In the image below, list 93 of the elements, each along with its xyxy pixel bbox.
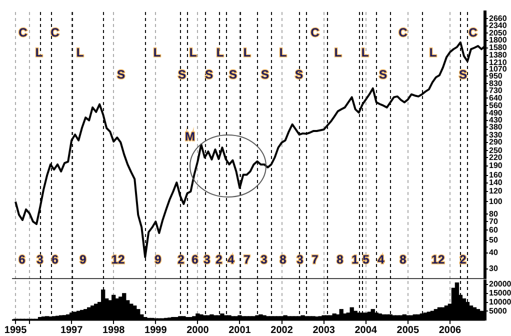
- y-tick-label: 950: [489, 71, 503, 80]
- annotation: S: [378, 67, 388, 82]
- y-tick-label: 560: [489, 100, 503, 110]
- annotation: C: [398, 25, 408, 40]
- annotation: L: [189, 45, 197, 60]
- y-tick-label: 380: [489, 122, 503, 132]
- x-tick-label: 1999: [144, 324, 168, 336]
- x-tick-label: 1995: [4, 324, 28, 336]
- x-tick-label: 2000: [186, 324, 210, 336]
- y-tick-label: 60: [489, 225, 498, 234]
- annotation: 6: [18, 252, 26, 266]
- annotation: L: [76, 45, 84, 60]
- annotation: L: [216, 45, 224, 60]
- y-tick-label: 1380: [489, 50, 508, 60]
- y-tick-label: 30: [489, 264, 498, 274]
- annotation: S: [294, 67, 304, 82]
- y-tick-label: 140: [489, 178, 503, 188]
- y-tick-label: 40: [489, 248, 498, 257]
- annotation: S: [458, 67, 468, 82]
- annotation: 2: [460, 252, 467, 266]
- y-tick-label: 100: [489, 196, 503, 206]
- annotation: C: [18, 25, 28, 40]
- y-tick-label: 290: [489, 138, 503, 147]
- x-tick-label: 2006: [438, 324, 462, 336]
- y-tick-label: 2660: [489, 14, 508, 23]
- annotation: 3: [260, 252, 268, 266]
- annotation: S: [178, 67, 186, 82]
- x-tick-label: 1997: [60, 324, 84, 336]
- annotation: C: [50, 25, 60, 40]
- annotation: L: [361, 45, 369, 60]
- y-tick-label: 830: [489, 78, 503, 88]
- y-tick-label: 330: [489, 130, 503, 140]
- annotation: 2: [178, 252, 185, 266]
- annotation: 6: [52, 252, 59, 266]
- annotation: 12: [111, 252, 125, 266]
- y-tick-label: 730: [489, 86, 503, 96]
- y-tick-label: 640: [489, 93, 503, 102]
- annotation: 7: [312, 252, 319, 266]
- annotation: C: [310, 25, 320, 40]
- annotation: L: [35, 45, 43, 60]
- y-tick-label: 1800: [489, 36, 508, 45]
- y-tick-label: 15000: [489, 288, 511, 298]
- y-tick-label: 20000: [489, 280, 511, 289]
- y-tick-label: 120: [489, 186, 503, 196]
- annotation: C: [468, 25, 478, 40]
- annotation: 3: [296, 252, 304, 266]
- annotation: S: [228, 67, 238, 82]
- x-tick-label: 2002: [270, 324, 294, 336]
- annotation: L: [279, 45, 287, 60]
- x-tick-label: 1998: [102, 324, 126, 336]
- annotation: 5: [362, 252, 370, 266]
- y-tick-label: 490: [489, 108, 503, 118]
- annotation: 8: [336, 252, 344, 266]
- y-tick-label: 10000: [489, 297, 511, 306]
- y-tick-label: 250: [489, 146, 503, 155]
- y-tick-label: 50: [489, 236, 498, 245]
- y-tick-label: 1070: [489, 64, 508, 74]
- annotation: 7: [244, 252, 251, 266]
- y-tick-label: 70: [489, 216, 498, 226]
- y-tick-label: 220: [489, 152, 503, 162]
- annotation: 6: [192, 252, 199, 266]
- annotation: L: [243, 45, 251, 60]
- y-tick-label: 5000: [489, 306, 508, 316]
- annotation: 4: [378, 252, 385, 266]
- annotation: M: [185, 129, 195, 144]
- annotation: 12: [431, 252, 445, 266]
- y-tick-label: 2340: [489, 21, 508, 30]
- annotation: 2: [216, 252, 223, 266]
- y-tick-label: 190: [489, 161, 503, 170]
- annotation: 3: [36, 252, 44, 266]
- x-tick-label: 2005: [396, 324, 420, 336]
- annotation: S: [116, 67, 126, 82]
- x-tick-label: 2004: [354, 324, 378, 336]
- y-tick-label: 1210: [489, 58, 508, 67]
- y-tick-label: 430: [489, 116, 503, 125]
- y-tick-label: 160: [489, 170, 503, 180]
- annotation: 1: [352, 252, 359, 266]
- x-tick-label: 2001: [228, 324, 252, 336]
- x-tick-label: 2003: [312, 324, 336, 336]
- y-tick-label: 80: [489, 209, 498, 218]
- y-tick-label: 1580: [489, 42, 508, 52]
- annotation: 8: [400, 252, 407, 266]
- y-tick-label: 2050: [489, 28, 508, 38]
- annotation: 4: [228, 252, 235, 266]
- annotation: 3: [204, 252, 211, 266]
- annotation: S: [260, 67, 270, 82]
- annotation: L: [334, 45, 342, 60]
- annotation: S: [204, 67, 214, 82]
- annotation: L: [429, 45, 437, 60]
- annotation: L: [153, 45, 161, 60]
- annotation: 9: [154, 252, 162, 266]
- annotation: 9: [80, 252, 87, 266]
- annotation: 8: [280, 252, 287, 266]
